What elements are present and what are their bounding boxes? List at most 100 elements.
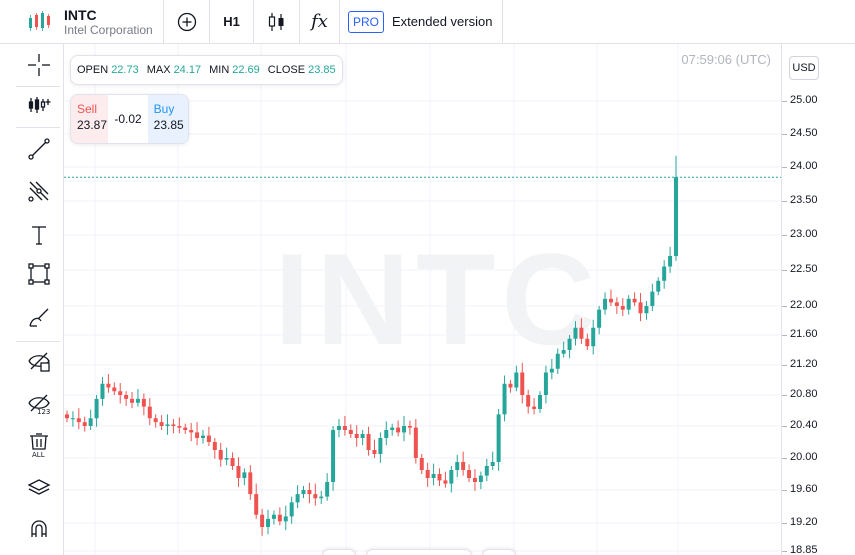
- hide-indicators-tool[interactable]: 123: [24, 388, 54, 418]
- price-tick-label: 20.80: [790, 388, 818, 400]
- sell-button[interactable]: Sell 23.87: [71, 95, 109, 143]
- candle-body: [514, 372, 519, 388]
- candle-body: [407, 426, 412, 428]
- price-tick-label: 19.60: [790, 483, 818, 495]
- candle-body: [289, 502, 294, 517]
- candle: [325, 473, 330, 501]
- price-tick-mark: [782, 395, 787, 396]
- bottom-control[interactable]: [366, 549, 472, 555]
- candle: [520, 362, 525, 404]
- bottom-control[interactable]: [322, 549, 356, 555]
- candle: [608, 289, 613, 306]
- candle: [508, 380, 513, 393]
- candle-body: [455, 462, 460, 470]
- candle: [76, 408, 81, 430]
- candle-body: [644, 306, 649, 314]
- candle: [443, 471, 448, 488]
- candle: [331, 426, 336, 491]
- symbol-selector[interactable]: INTC Intel Corporation: [64, 0, 164, 44]
- candle-body: [106, 383, 111, 388]
- candle-body: [70, 418, 75, 420]
- candle-body: [171, 424, 176, 426]
- indicators-tool[interactable]: [24, 90, 54, 120]
- price-tick-label: 23.50: [790, 194, 818, 206]
- candle: [366, 426, 371, 456]
- bottom-control[interactable]: [482, 549, 516, 555]
- extended-version-button[interactable]: PRO Extended version: [340, 0, 504, 44]
- candle-body: [662, 266, 667, 281]
- candle: [437, 468, 442, 486]
- text-tool[interactable]: [24, 220, 54, 250]
- candle-body: [212, 442, 217, 450]
- candle: [490, 451, 495, 470]
- candle-body: [147, 406, 152, 419]
- trend-line-tool[interactable]: [24, 134, 54, 164]
- candle-body: [561, 350, 566, 354]
- candle: [378, 432, 383, 463]
- logo-icon: [29, 10, 50, 31]
- hide-drawings-tool[interactable]: [24, 346, 54, 376]
- candle-body: [271, 514, 276, 519]
- crosshair-tool[interactable]: [24, 50, 54, 80]
- candle-body: [402, 426, 407, 433]
- buy-button[interactable]: Buy 23.85: [147, 95, 188, 143]
- candle: [141, 393, 146, 416]
- candle-body: [538, 395, 543, 409]
- candle: [336, 419, 341, 438]
- candle: [626, 295, 631, 315]
- candle: [165, 414, 170, 435]
- candle-body: [431, 474, 436, 478]
- chart-type-button[interactable]: [254, 0, 300, 44]
- candle-body: [260, 514, 265, 527]
- candle: [319, 490, 324, 505]
- candle: [591, 319, 596, 355]
- remove-all-tool[interactable]: ALL: [24, 430, 54, 460]
- candle-body: [342, 426, 347, 430]
- currency-button[interactable]: USD: [789, 56, 819, 80]
- chart-pane[interactable]: INTC 07:59:06 (UTC) OPEN 22.73 MAX 24.17…: [64, 44, 781, 555]
- candle-body: [254, 494, 259, 515]
- candle-body: [384, 430, 389, 438]
- candle: [206, 426, 211, 446]
- candle-body: [526, 395, 531, 407]
- interval-button[interactable]: H1: [210, 0, 254, 44]
- price-tick-mark: [782, 335, 787, 336]
- candle-body: [313, 494, 318, 499]
- candle: [177, 417, 182, 434]
- candle: [100, 377, 105, 406]
- magnet-tool[interactable]: [24, 514, 54, 544]
- candle: [620, 298, 625, 317]
- candle-body: [82, 422, 87, 426]
- trend-line-icon: [28, 138, 50, 160]
- price-axis[interactable]: USD 25.00 24.50 24.00 23.50 23.00 22.50 22.00 2…: [781, 44, 855, 555]
- candle: [425, 462, 430, 487]
- price-tick-label: 21.20: [790, 358, 818, 370]
- price-tick-mark: [782, 235, 787, 236]
- candle: [396, 420, 401, 437]
- price-tick-label: 23.00: [790, 228, 818, 240]
- indicators-button[interactable]: fx: [300, 0, 340, 44]
- candle-body: [585, 338, 590, 347]
- candle-body: [236, 466, 241, 478]
- candle: [668, 246, 673, 273]
- candle: [135, 389, 140, 407]
- price-tick-mark: [782, 551, 787, 552]
- candle: [478, 471, 483, 490]
- candle-body: [248, 472, 253, 495]
- brush-tool[interactable]: [24, 302, 54, 332]
- fib-tool[interactable]: [24, 176, 54, 206]
- price-tick-mark: [782, 365, 787, 366]
- rectangle-tool[interactable]: [24, 259, 54, 289]
- layers-tool[interactable]: [24, 472, 54, 502]
- candle: [372, 439, 377, 458]
- spread-value: -0.02: [114, 112, 142, 126]
- candle-body: [118, 391, 123, 395]
- max-value: 24.17: [173, 64, 202, 76]
- open-label: OPEN: [77, 64, 109, 76]
- compare-button[interactable]: [164, 0, 210, 44]
- candle: [543, 365, 548, 404]
- pro-badge: PRO: [348, 10, 385, 33]
- candle: [614, 297, 619, 314]
- price-tick-label: 20.00: [790, 451, 818, 463]
